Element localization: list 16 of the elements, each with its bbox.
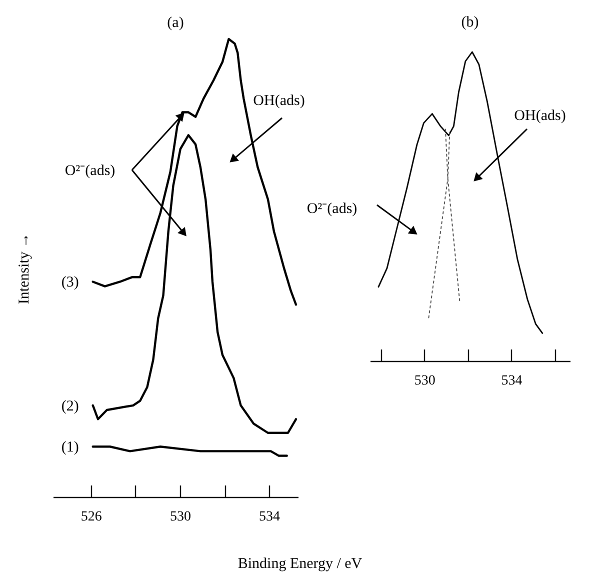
x-tick-label: 526 [80,510,102,524]
annotation: OH(ads) [253,93,305,109]
x-tick-label: 534 [501,374,522,388]
series-label: (1) [61,440,79,456]
x-tick-label: 534 [259,510,280,524]
annotation: O²⁻(ads) [64,163,116,179]
chart-title: (b) [461,14,479,30]
series-label: (2) [61,398,79,414]
series-label: (3) [61,274,79,291]
annotation: OH(ads) [514,108,566,124]
x-tick-label: 530 [170,510,191,524]
chart-title: (a) [167,14,184,31]
text: O²⁻(ads) [306,201,358,217]
x-tick-label: 530 [414,374,436,388]
x-axis-title: Binding Energy / eV [238,556,362,573]
y-axis-title: Intensity → [16,232,32,304]
